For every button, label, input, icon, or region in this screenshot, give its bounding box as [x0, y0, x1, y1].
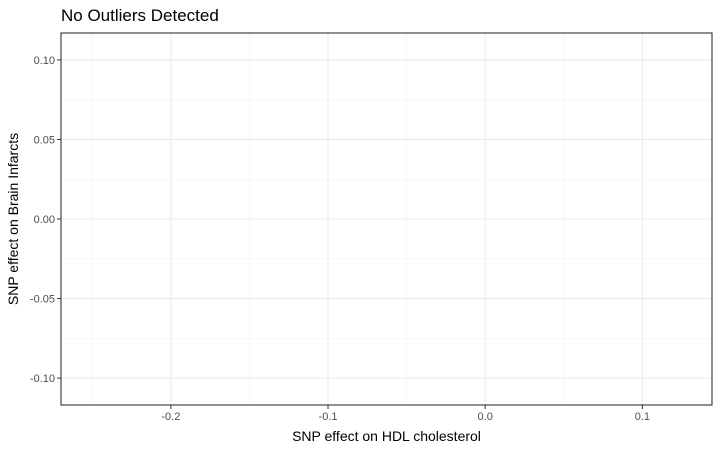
x-axis-title: SNP effect on HDL cholesterol [292, 428, 481, 444]
chart-title: No Outliers Detected [61, 6, 219, 25]
x-tick-label: -0.1 [319, 411, 338, 423]
y-axis-ticks: -0.10 -0.05 0.00 0.05 0.10 [30, 55, 61, 385]
major-gridlines [61, 33, 712, 405]
y-tick-label: -0.10 [30, 373, 55, 385]
y-tick-label: 0.05 [34, 134, 55, 146]
x-axis-ticks: -0.2 -0.1 0.0 0.1 [161, 405, 650, 423]
x-tick-label: 0.1 [635, 411, 650, 423]
y-tick-label: 0.00 [34, 214, 55, 226]
x-tick-label: -0.2 [161, 411, 180, 423]
minor-gridlines [61, 33, 712, 405]
y-axis-title: SNP effect on Brain Infarcts [5, 133, 21, 305]
y-tick-label: -0.05 [30, 294, 55, 306]
y-tick-label: 0.10 [34, 55, 55, 67]
x-tick-label: 0.0 [478, 411, 493, 423]
